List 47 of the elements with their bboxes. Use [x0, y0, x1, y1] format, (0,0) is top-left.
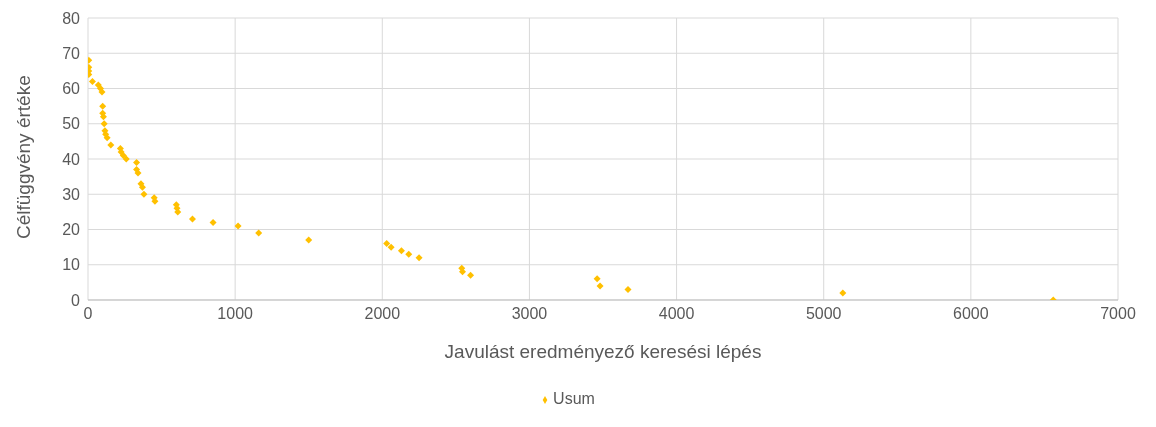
y-tick-label: 50	[62, 115, 81, 133]
point	[255, 229, 263, 237]
y-tick-label: 0	[71, 291, 81, 309]
point	[133, 159, 141, 167]
point	[122, 155, 130, 163]
point	[467, 271, 475, 279]
x-tick-label: 7000	[1100, 305, 1136, 323]
y-tick-label: 20	[62, 221, 81, 239]
y-axis-title: Célfüggvény értéke	[12, 75, 34, 239]
point	[188, 215, 196, 223]
point	[415, 254, 423, 262]
point	[383, 240, 391, 248]
y-tick-label: 30	[62, 185, 81, 203]
point	[103, 134, 111, 142]
point	[305, 236, 313, 244]
point	[387, 243, 395, 251]
point	[99, 102, 107, 110]
point	[405, 250, 413, 258]
x-tick-label: 3000	[511, 305, 548, 323]
point	[174, 208, 182, 216]
x-tick-label: 4000	[658, 305, 695, 323]
point	[397, 247, 405, 255]
x-tick-label: 1000	[217, 305, 254, 323]
x-tick-label: 6000	[953, 305, 989, 323]
point	[596, 282, 604, 290]
y-tick-label: 40	[62, 150, 81, 168]
point	[624, 285, 632, 293]
point	[107, 141, 115, 149]
point	[593, 275, 601, 283]
y-tick-label: 60	[62, 80, 81, 98]
point	[839, 289, 847, 297]
point	[100, 120, 108, 128]
x-tick-label: 5000	[805, 305, 842, 323]
point	[140, 190, 148, 198]
legend-label: Usum	[553, 390, 595, 407]
point	[234, 222, 242, 230]
x-tick-label: 2000	[364, 305, 401, 323]
point	[99, 113, 107, 121]
x-tick-label: 0	[83, 305, 93, 323]
point	[458, 268, 466, 276]
x-axis-title: Javulást eredményező keresési lépés	[444, 341, 762, 363]
point	[88, 77, 96, 85]
y-tick-label: 10	[62, 256, 81, 274]
point	[209, 218, 217, 226]
y-tick-label: 80	[62, 9, 81, 27]
y-tick-label: 70	[62, 44, 81, 62]
point	[98, 88, 106, 96]
